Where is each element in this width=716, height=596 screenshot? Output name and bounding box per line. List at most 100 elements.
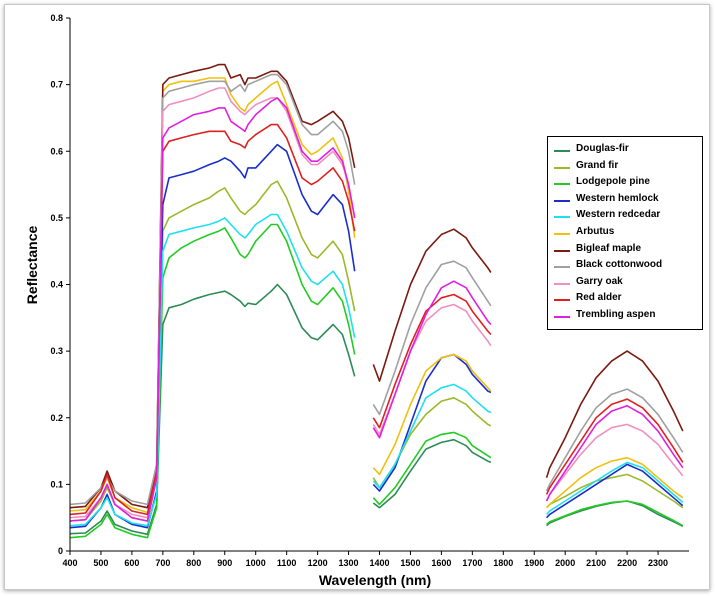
- series-line: [545, 423, 684, 502]
- legend-label: Western hemlock: [576, 192, 659, 204]
- legend-item: Western redcedar: [548, 208, 702, 224]
- y-tick-label: 0: [58, 546, 63, 556]
- legend-item: Grand fir: [548, 159, 702, 175]
- x-tick-label: 1800: [493, 558, 513, 568]
- legend-label: Douglas-fir: [576, 143, 629, 154]
- legend-label: Arbutus: [576, 226, 615, 237]
- series-line: [372, 228, 492, 382]
- series-line: [69, 87, 356, 519]
- x-tick-label: 2000: [555, 558, 575, 568]
- y-tick-label: 0.1: [50, 479, 63, 489]
- x-tick-label: 1400: [369, 558, 389, 568]
- legend-label: Black cottonwood: [576, 259, 663, 271]
- series-line: [372, 438, 492, 509]
- legend-item: Arbutus: [548, 225, 702, 241]
- legend-item: Red alder: [548, 291, 702, 307]
- series-line: [69, 73, 356, 506]
- x-tick-label: 2300: [648, 558, 668, 568]
- series-line: [545, 350, 684, 478]
- series-line: [546, 463, 684, 519]
- chart-frame: 0 0.1 0.2 0.3 0.4 0.5 0.6 0.7 0.8 400 500 600 700 800…: [4, 4, 710, 590]
- axes: 0 0.1 0.2 0.3 0.4 0.5 0.6 0.7 0.8 400 500 600 700 800…: [50, 13, 689, 568]
- x-tick-label: 2200: [617, 558, 637, 568]
- x-tick-label: 900: [217, 558, 232, 568]
- x-tick-label: 1300: [339, 558, 359, 568]
- x-tick-label: 1900: [524, 558, 544, 568]
- series-line: [546, 461, 684, 515]
- series-line: [69, 143, 356, 529]
- y-tick-label: 0.2: [50, 413, 63, 423]
- x-tick-label: 1200: [308, 558, 328, 568]
- x-tick-label: 1600: [431, 558, 451, 568]
- y-tick-label: 0.3: [50, 346, 63, 356]
- legend-swatch: [554, 183, 570, 186]
- series-line: [69, 77, 356, 514]
- series-line: [372, 303, 492, 436]
- legend-swatch: [554, 249, 570, 252]
- y-tick-label: 0.7: [50, 80, 63, 90]
- legend-swatch: [554, 166, 570, 169]
- series-line: [372, 260, 492, 416]
- series-line: [546, 500, 684, 528]
- legend-swatch: [554, 282, 570, 285]
- series-line: [546, 456, 684, 509]
- y-tick-label: 0.4: [50, 280, 63, 290]
- series-line: [372, 383, 492, 489]
- legend-item: Garry oak: [548, 275, 702, 291]
- y-axis-label: Reflectance: [24, 225, 40, 304]
- x-tick-label: 700: [155, 558, 170, 568]
- x-tick-label: 600: [124, 558, 139, 568]
- legend-item: Lodgepole pine: [548, 175, 702, 191]
- series-line: [372, 293, 492, 429]
- x-tick-label: 2100: [586, 558, 606, 568]
- legend-swatch: [554, 266, 570, 269]
- x-tick-label: 1700: [462, 558, 482, 568]
- series-line: [546, 500, 684, 527]
- legend-item: Black cottonwood: [548, 258, 702, 274]
- line-chart: 0 0.1 0.2 0.3 0.4 0.5 0.6 0.7 0.8 400 500 600 700 800…: [24, 13, 689, 588]
- legend-swatch: [554, 233, 570, 235]
- legend-item: Douglas-fir: [548, 142, 702, 158]
- legend-label: Grand fir: [576, 159, 619, 171]
- series-line: [372, 280, 492, 439]
- x-axis-label: Wavelength (nm): [319, 572, 431, 588]
- x-tick-label: 1000: [246, 558, 266, 568]
- legend-label: Lodgepole pine: [576, 176, 650, 188]
- legend-swatch: [554, 199, 570, 202]
- series-line: [69, 63, 356, 509]
- series-line: [69, 223, 356, 539]
- x-tick-label: 400: [62, 558, 77, 568]
- series-line: [545, 398, 684, 495]
- series-line: [69, 97, 356, 522]
- series-line: [372, 431, 492, 506]
- y-tick-label: 0.8: [50, 13, 63, 23]
- series-line: [69, 213, 356, 527]
- legend-label: Western redcedar: [576, 209, 661, 221]
- x-tick-label: 500: [93, 558, 108, 568]
- series-line: [545, 404, 684, 502]
- legend-label: Trembling aspen: [576, 309, 656, 320]
- legend-swatch: [554, 299, 570, 302]
- series-line: [546, 473, 684, 509]
- plot-area: [69, 63, 684, 539]
- x-tick-label: 800: [186, 558, 201, 568]
- legend-label: Garry oak: [576, 275, 623, 287]
- series-line: [545, 388, 684, 492]
- y-tick-label: 0.5: [50, 213, 63, 223]
- legend-swatch: [554, 150, 570, 152]
- legend-item: Trembling aspen: [548, 308, 702, 324]
- x-tick-label: 1500: [400, 558, 420, 568]
- legend: Douglas-fir Grand fir Lodgepole pine Wester…: [547, 136, 703, 330]
- x-tick-label: 1100: [277, 558, 297, 568]
- legend-label: Bigleaf maple: [576, 242, 642, 254]
- series-line: [69, 283, 356, 536]
- series-line: [69, 180, 356, 522]
- legend-swatch: [554, 216, 570, 219]
- legend-item: Bigleaf maple: [548, 242, 702, 258]
- series-line: [372, 353, 492, 476]
- legend-swatch: [554, 316, 570, 318]
- y-tick-label: 0.6: [50, 146, 63, 156]
- legend-item: Western hemlock: [548, 192, 702, 208]
- series-line: [69, 123, 356, 516]
- legend-label: Red alder: [576, 292, 622, 304]
